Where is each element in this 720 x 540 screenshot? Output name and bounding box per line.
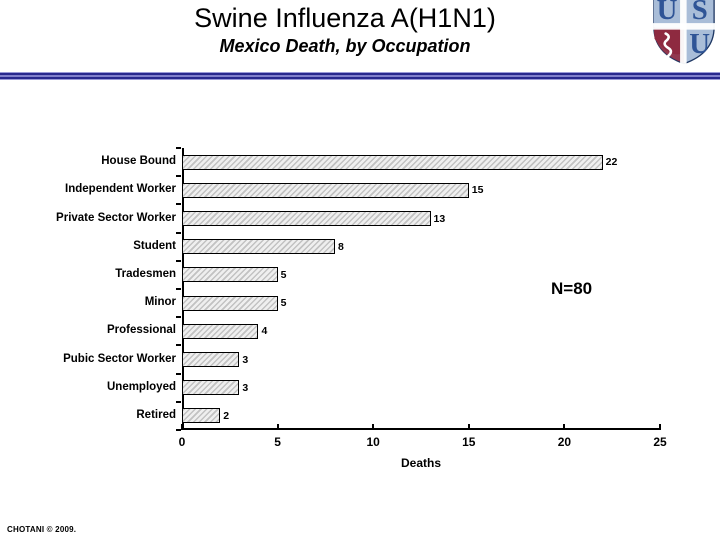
category-label: Retired [136,408,176,421]
bar-value-label: 4 [261,325,268,338]
x-axis-tick-label: 5 [274,435,281,449]
y-axis-tick [176,372,181,375]
slide-header: Swine Influenza A(H1N1) Mexico Death, by… [0,3,690,57]
y-axis-tick [176,203,181,206]
shield-icon: U S U [651,0,717,65]
category-label: Student [133,239,176,252]
x-axis-tick-label: 15 [462,435,476,449]
bar-student [182,239,335,255]
logo-letter-u-top: U [657,0,678,26]
x-axis-tick [563,424,566,430]
y-axis-tick [176,175,181,178]
x-axis-title: Deaths [400,456,442,470]
y-axis-tick [176,344,181,347]
y-axis-tick [176,147,181,149]
category-label: Private Sector Worker [56,211,176,224]
category-label: Independent Worker [65,183,176,196]
category-label: Tradesmen [115,267,176,280]
sample-size-annotation: N=80 [551,279,593,298]
slide-title: Swine Influenza A(H1N1) [194,3,496,33]
category-label: Professional [106,324,176,337]
x-axis-tick [467,424,470,430]
x-axis-tick-label: 25 [653,435,667,449]
bar-professional [182,323,259,339]
bar-minor [182,295,278,311]
bar-retired [182,408,221,424]
x-axis-tick [181,424,183,430]
y-axis-tick [176,400,181,403]
copyright-footer: CHOTANI © 2009. [7,525,77,534]
bar-value-label: 3 [242,381,249,394]
category-label: House Bound [101,155,176,168]
bar-value-label: 13 [433,212,446,225]
bar-value-label: 5 [280,268,287,281]
bar-value-label: 22 [605,156,618,169]
bar-value-label: 8 [337,240,344,253]
slide-subtitle: Mexico Death, by Occupation [219,35,471,56]
x-axis-tick-label: 20 [557,435,572,449]
bar-private-sector-worker [182,211,431,226]
bar-pubic-sector-worker [182,352,240,367]
bar-value-label: 15 [471,184,484,197]
category-label: Unemployed [106,380,176,393]
y-axis-tick [176,316,181,319]
bar-house-bound [182,154,603,170]
y-axis-tick [176,429,181,431]
y-axis-tick [176,231,181,234]
x-axis-tick-label: 10 [366,435,380,449]
category-label: Minor [144,296,176,309]
bar-tradesmen [182,267,278,283]
plot-area [182,148,660,430]
y-axis-tick [176,259,181,262]
x-axis-tick [276,424,279,430]
category-label: Pubic Sector Worker [63,352,176,365]
bar-value-label: 5 [280,297,287,310]
title-divider-line [0,72,720,80]
bar-value-label: 2 [223,409,230,422]
x-axis-tick [372,424,375,430]
usu-shield-logo: U S U [651,0,717,65]
x-axis-tick-label: 0 [178,435,186,449]
logo-letter-s-top: S [692,0,708,26]
y-axis-tick [176,288,181,290]
bar-unemployed [182,380,240,396]
x-axis-tick [659,424,661,430]
logo-letter-u-bottom: U [689,28,710,60]
bar-independent-worker [182,182,469,198]
bar-value-label: 3 [242,353,249,366]
